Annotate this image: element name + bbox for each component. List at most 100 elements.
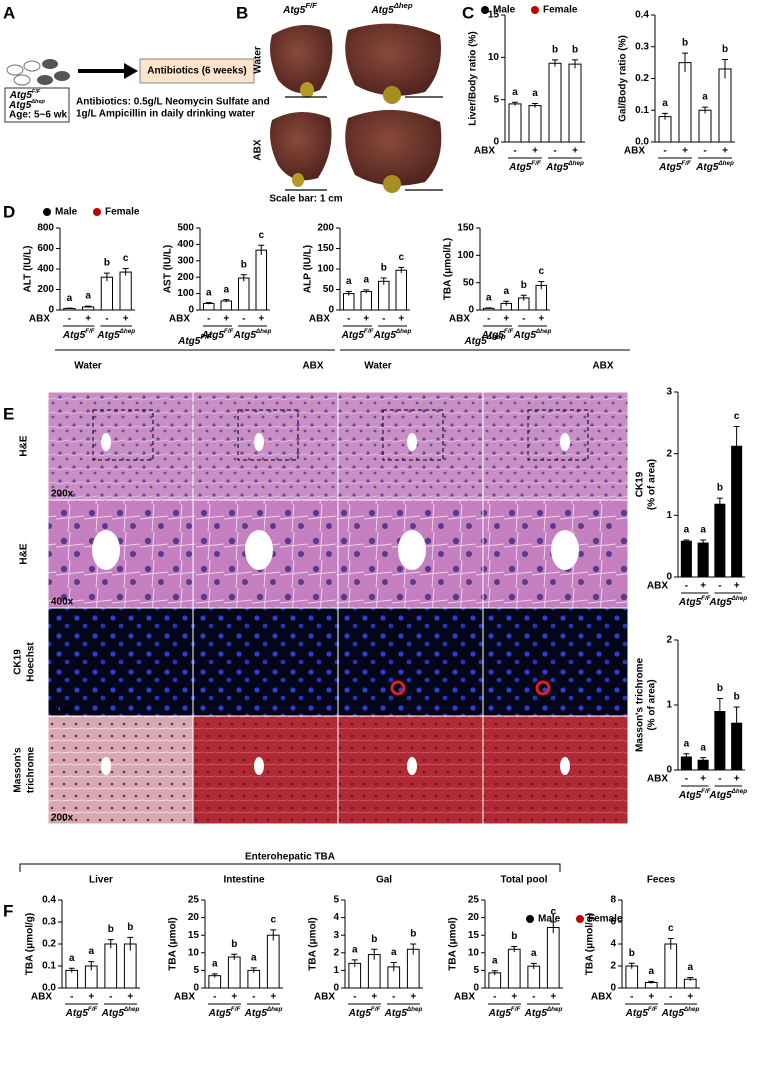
y-tick-label: 25 xyxy=(468,895,480,906)
group-label: Atg5F/F xyxy=(348,1006,381,1018)
error-bar xyxy=(68,967,75,973)
significance-letter: a xyxy=(85,291,91,302)
y-tick-label: 0.4 xyxy=(42,895,56,906)
ck19-signal xyxy=(535,680,551,696)
x-tick-label: - xyxy=(70,992,73,1003)
error-bar xyxy=(530,962,537,969)
zoom-box xyxy=(237,409,299,461)
group-sup: Δhep xyxy=(406,1006,423,1013)
x-tick-label: + xyxy=(398,314,404,325)
histology-image xyxy=(337,607,484,717)
x-tick-label: - xyxy=(252,992,255,1003)
x-axis-label: ABX xyxy=(474,146,495,157)
error-bar xyxy=(682,52,688,73)
vessel xyxy=(551,530,579,570)
x-tick-label: - xyxy=(718,774,721,785)
group-base: Atg5 xyxy=(373,330,397,341)
group-sup: F/F xyxy=(88,1006,98,1013)
y-axis-label: TBA (μmol) xyxy=(308,917,319,971)
bar xyxy=(664,943,678,989)
y-tick-label: 5 xyxy=(473,965,479,976)
histology-image xyxy=(192,715,339,825)
arrow-head xyxy=(124,63,138,79)
y-tick-label: 0.2 xyxy=(42,939,56,950)
group-base: Atg5 xyxy=(678,790,702,801)
zoom-box xyxy=(382,409,444,461)
x-axis-label: ABX xyxy=(624,146,645,157)
y-tick-label: 50 xyxy=(323,284,335,295)
x-tick-label: - xyxy=(68,314,71,325)
mice-icons xyxy=(6,59,70,86)
group-base: Atg5 xyxy=(708,597,732,608)
bar xyxy=(507,948,521,989)
chart-title: Total pool xyxy=(500,875,547,886)
error-bar xyxy=(122,267,129,276)
y-tick-label: 2 xyxy=(666,448,672,459)
note-line: 1g/L Ampicillin in daily drinking water xyxy=(76,109,255,120)
x-tick-label: - xyxy=(685,774,688,785)
y-tick-label: 0 xyxy=(188,305,194,316)
significance-letter: a xyxy=(648,966,654,977)
x-tick-label: + xyxy=(722,146,728,157)
y-axis-label: TBA (μmol/L) xyxy=(443,238,454,300)
significance-letter: c xyxy=(270,915,276,926)
y-axis-label: (% of area) xyxy=(647,679,658,730)
y-axis-label: TBA (μmol/g) xyxy=(585,913,596,975)
significance-letter: b xyxy=(410,929,416,940)
group-base: Atg5 xyxy=(708,790,732,801)
group-base: Atg5 xyxy=(9,90,33,101)
significance-letter: a xyxy=(503,286,509,297)
bar xyxy=(348,962,362,989)
significance-letter: b xyxy=(231,939,237,950)
group-sup: F/F xyxy=(681,160,691,167)
y-tick-label: 50 xyxy=(463,277,475,288)
group-label: Atg5F/F xyxy=(208,1006,241,1018)
y-tick-label: 15 xyxy=(488,10,500,21)
bar xyxy=(527,965,541,989)
panel-label: C xyxy=(462,3,474,22)
significance-letter: a xyxy=(700,742,706,753)
error-bar xyxy=(733,426,740,466)
y-tick-label: 1 xyxy=(666,510,672,521)
error-bar xyxy=(363,289,370,294)
significance-letter: b xyxy=(371,934,377,945)
y-tick-label: 0.4 xyxy=(635,10,649,21)
group-base: Atg5 xyxy=(625,1008,649,1019)
y-tick-label: 0 xyxy=(193,983,199,994)
row-label: ABX xyxy=(253,139,264,160)
group-label: Atg5Δhep xyxy=(695,160,734,172)
group-sup: Δhep xyxy=(535,328,552,335)
significance-letter: b xyxy=(717,683,723,694)
legend-marker-female xyxy=(531,6,539,14)
y-tick-label: 200 xyxy=(37,284,54,295)
legend-marker-female xyxy=(576,915,584,923)
group-sup: Δhep xyxy=(255,328,272,335)
x-axis-label: ABX xyxy=(314,992,335,1003)
group-base: Atg5 xyxy=(370,5,394,16)
group-label: Atg5F/F xyxy=(65,1006,98,1018)
panel-label: B xyxy=(236,3,248,22)
significance-letter: c xyxy=(123,253,129,264)
legend-male: Male xyxy=(55,207,78,218)
group-label: Atg5Δhep xyxy=(545,160,584,172)
error-bar xyxy=(491,970,498,975)
group-label: Atg5Δhep xyxy=(233,328,272,340)
error-bar xyxy=(667,938,674,950)
x-tick-label: + xyxy=(270,992,276,1003)
vessel xyxy=(101,433,111,451)
chart-title: Intestine xyxy=(223,875,265,886)
error-bar xyxy=(687,977,694,981)
x-tick-label: + xyxy=(127,992,133,1003)
error-bar xyxy=(503,300,510,306)
y-axis-label: Gal/Body ratio (%) xyxy=(618,35,629,122)
y-tick-label: 1 xyxy=(666,700,672,711)
y-tick-label: 3 xyxy=(333,930,339,941)
x-tick-label: + xyxy=(223,314,229,325)
y-tick-label: 15 xyxy=(468,930,480,941)
group-label: Atg5F/F xyxy=(282,1,317,16)
group-base: Atg5 xyxy=(481,330,505,341)
x-tick-label: + xyxy=(88,992,94,1003)
vessel xyxy=(92,530,120,570)
error-bar xyxy=(683,753,690,761)
bar xyxy=(718,68,732,143)
